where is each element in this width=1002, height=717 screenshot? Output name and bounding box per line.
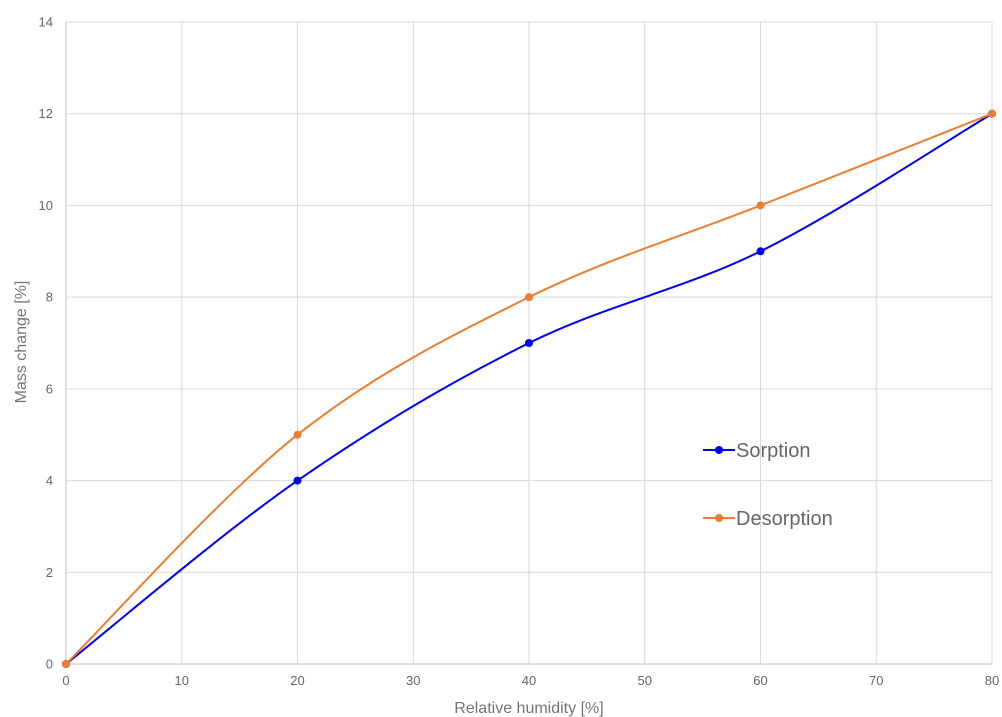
x-tick-label: 70 xyxy=(869,673,883,688)
x-tick-label: 0 xyxy=(62,673,69,688)
y-tick-label: 14 xyxy=(39,15,53,30)
y-tick-label: 4 xyxy=(46,473,53,488)
y-axis-label: Mass change [%] xyxy=(13,281,30,404)
legend-item-sorption: Sorption xyxy=(703,440,811,462)
x-tick-label: 10 xyxy=(175,673,189,688)
y-tick-label: 10 xyxy=(39,198,53,213)
x-tick-label: 20 xyxy=(290,673,304,688)
y-tick-label: 0 xyxy=(46,657,53,672)
desorption-point xyxy=(988,109,996,118)
sorption-point xyxy=(293,476,302,485)
y-tick-label: 8 xyxy=(46,290,53,305)
desorption-point xyxy=(62,660,70,668)
desorption-point xyxy=(293,430,302,439)
x-tick-label: 60 xyxy=(753,673,767,688)
sorption-point xyxy=(756,247,765,256)
y-tick-label: 2 xyxy=(46,565,53,580)
x-axis-label: Relative humidity [%] xyxy=(454,700,603,717)
x-tick-label: 40 xyxy=(522,673,536,688)
x-tick-label: 30 xyxy=(406,673,420,688)
x-tick-label: 80 xyxy=(985,673,999,688)
legend: Sorption Desorption xyxy=(703,440,833,530)
desorption-line xyxy=(65,112,993,665)
series-group xyxy=(62,109,996,668)
x-tick-label: 50 xyxy=(638,673,652,688)
sorption-point xyxy=(525,339,533,347)
legend-label: Sorption xyxy=(736,440,811,462)
legend-label: Desorption xyxy=(736,508,833,530)
tick-labels: 0 10 20 30 40 50 60 70 80 0 2 4 6 8 10 12 14 xyxy=(39,15,1000,689)
legend-swatch-marker xyxy=(715,514,723,522)
y-tick-label: 12 xyxy=(39,106,53,121)
y-tick-label: 6 xyxy=(46,381,53,396)
desorption-point xyxy=(525,293,533,302)
legend-swatch-marker xyxy=(715,446,723,454)
desorption-point xyxy=(756,201,765,210)
legend-item-desorption: Desorption xyxy=(703,508,833,530)
